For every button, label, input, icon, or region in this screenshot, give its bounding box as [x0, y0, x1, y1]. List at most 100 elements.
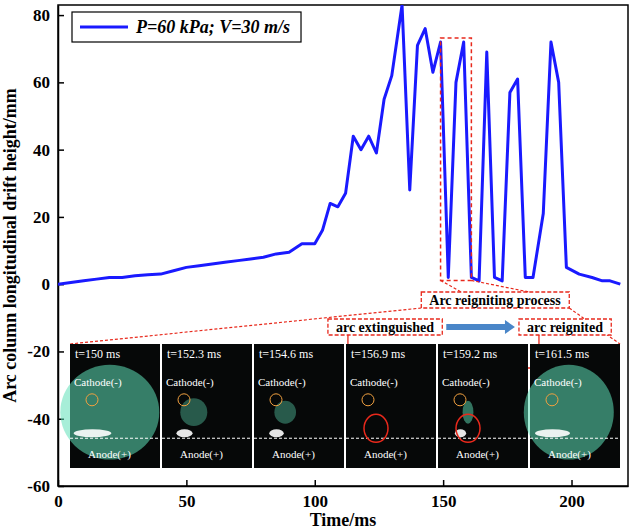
arc-core — [74, 429, 112, 437]
y-tick: 60 — [33, 73, 64, 92]
legend: P=60 kPa; V=30 m/s — [72, 12, 301, 42]
anode-surface — [438, 438, 528, 439]
cathode-outline — [546, 394, 558, 406]
inset-cathode: Cathode(-) — [74, 376, 122, 389]
y-tick: 40 — [33, 141, 64, 160]
inset-cathode: Cathode(-) — [350, 376, 398, 389]
y-tick: -20 — [27, 342, 64, 361]
inset-marker — [364, 414, 388, 442]
inset-time: t=154.6 ms — [259, 347, 313, 361]
legend-label: P=60 kPa; V=30 m/s — [135, 17, 290, 37]
cathode-outline — [270, 394, 282, 406]
reigniting-label-group: Arc reigniting process — [421, 292, 569, 308]
reignited-label-box — [519, 319, 611, 335]
inset-time: t=150 ms — [75, 347, 120, 361]
x-tick-mark — [315, 480, 317, 486]
inset-cathode: Cathode(-) — [534, 376, 582, 389]
y-axis-title: Arc column longitudinal drift height/mm — [0, 88, 20, 403]
y-tick-mark — [58, 82, 64, 84]
x-tick-mark — [571, 480, 573, 486]
x-tick-label: 50 — [178, 492, 195, 511]
arc-glow — [274, 401, 296, 424]
extinguished-label: arc extinguished — [336, 320, 434, 335]
inset-cathode: Cathode(-) — [258, 376, 306, 389]
x-tick-label: 0 — [54, 492, 63, 511]
inset-image — [254, 344, 344, 468]
x-tick: 100 — [303, 480, 329, 511]
y-tick-label: 80 — [33, 6, 50, 25]
legend-box — [72, 12, 301, 42]
inset-time: t=152.3 ms — [167, 347, 221, 361]
x-tick: 50 — [178, 480, 195, 511]
inset-anode: Anode(+) — [456, 448, 499, 461]
connector — [441, 280, 462, 292]
arc-glow — [180, 398, 207, 426]
inset-cathode: Cathode(-) — [442, 376, 490, 389]
inset: t=156.9 ms Cathode(-) Anode(+) — [346, 344, 436, 468]
anode-surface — [346, 438, 436, 439]
anode-surface — [70, 438, 160, 439]
insets: t=150 ms Cathode(-) Anode(+) t=152.3 ms Cath… — [60, 344, 620, 468]
y-tick-label: 0 — [42, 275, 51, 294]
anode-surface — [530, 438, 620, 439]
arc-glow — [524, 365, 614, 460]
inset: t=161.5 ms Cathode(-) Anode(+) — [524, 344, 620, 468]
inset-time: t=156.9 ms — [351, 347, 405, 361]
y-tick-mark — [58, 486, 64, 488]
x-tick-label: 100 — [303, 492, 329, 511]
plot-frame — [58, 5, 628, 486]
arc-core — [269, 429, 283, 437]
plot-area — [58, 5, 620, 284]
x-tick-label: 150 — [431, 492, 457, 511]
y-tick-label: -40 — [27, 410, 50, 429]
inset: t=159.2 ms Cathode(-) Anode(+) — [438, 344, 528, 468]
y-tick-label: -20 — [27, 342, 50, 361]
y-tick-label: 60 — [33, 73, 50, 92]
chart: 050100150200-60-40-20020406080Time/msArc… — [0, 0, 638, 532]
cathode-outline — [178, 394, 190, 406]
extinguished-label-box — [328, 319, 442, 335]
cathode-outline — [86, 394, 98, 406]
inset-anode: Anode(+) — [548, 448, 591, 461]
inset-image — [346, 344, 436, 468]
connector — [471, 280, 529, 292]
cathode-outline — [362, 394, 374, 406]
x-tick-mark — [186, 480, 188, 486]
arc-core — [176, 429, 192, 437]
x-tick-label: 200 — [559, 492, 585, 511]
x-tick: 150 — [431, 480, 457, 511]
inset: t=154.6 msCathode(-)Anode(+) — [254, 344, 344, 468]
inset-time: t=159.2 ms — [443, 347, 497, 361]
x-tick: 200 — [559, 480, 585, 511]
inset-anode: Anode(+) — [364, 448, 407, 461]
y-axis-line — [58, 6, 60, 487]
reigniting-label-box — [421, 292, 569, 308]
y-tick: -60 — [27, 477, 64, 496]
inset-cathode: Cathode(-) — [166, 376, 214, 389]
y-tick: -40 — [27, 410, 64, 429]
y-tick-label: 40 — [33, 141, 50, 160]
y-tick-mark — [58, 15, 64, 17]
y-tick-mark — [58, 149, 64, 151]
inset: t=150 msCathode(-)Anode(+) — [60, 344, 160, 468]
reigniting-label: Arc reigniting process — [429, 293, 561, 308]
cathode-outline — [454, 394, 466, 406]
arc-glow — [60, 365, 159, 460]
x-tick-mark — [443, 480, 445, 486]
inset-anode: Anode(+) — [180, 448, 223, 461]
inset-marker — [456, 414, 480, 442]
reignited-label: arc reignited — [527, 320, 603, 335]
extinguished-label-group: arc extinguished — [328, 319, 442, 335]
highlight-box — [441, 38, 472, 280]
y-tick-mark — [58, 217, 64, 219]
x-axis-line — [59, 486, 629, 488]
arc-core — [535, 429, 570, 437]
arrow — [446, 320, 515, 334]
y-tick-label: 20 — [33, 208, 50, 227]
y-tick-mark — [58, 351, 64, 353]
inset-time: t=161.5 ms — [535, 347, 589, 361]
y-tick: 80 — [33, 6, 64, 25]
y-tick: 20 — [33, 208, 64, 227]
inset-image — [162, 344, 252, 468]
x-axis: 0 50 100 150 200 — [54, 480, 628, 511]
